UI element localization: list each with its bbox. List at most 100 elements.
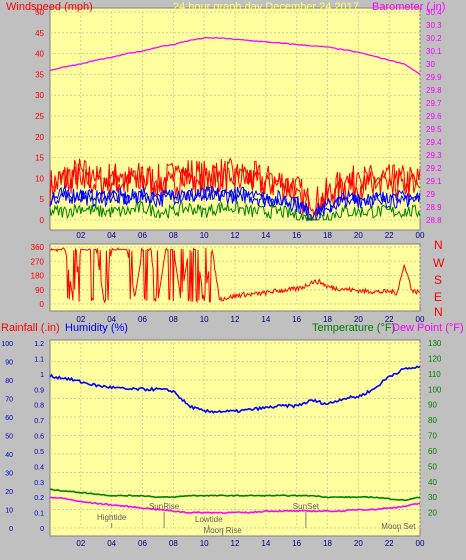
panel2-x-tick: 02 (76, 315, 85, 324)
wind-direction-line (49, 247, 421, 304)
panel2-x-tick: 16 (292, 315, 301, 324)
panel3-x-tick: 16 (292, 539, 301, 548)
windspeed-y-tick: 40 (35, 50, 44, 59)
rainfall-y-tick: 0.3 (34, 480, 44, 487)
humidity-y-tick: 70 (5, 397, 13, 404)
rainfall-y-tick: 0 (40, 526, 44, 533)
compass-s: S (434, 273, 442, 287)
humidity-line (49, 365, 421, 414)
panel3-x-tick: 10 (200, 539, 209, 548)
panel2-x-tick: 22 (385, 315, 394, 324)
temperature-y-tick: 40 (428, 478, 437, 487)
panel1-x-tick: 04 (107, 231, 116, 240)
barometer-line (49, 36, 421, 76)
compass-n-bottom: N (434, 305, 443, 319)
humidity-y-tick: 20 (5, 489, 13, 496)
barometer-y-tick: 30.2 (426, 34, 442, 43)
panel2-x-tick: 20 (354, 315, 363, 324)
direction-y-tick: 0 (40, 300, 45, 309)
barometer-y-tick: 29.5 (426, 125, 442, 134)
humidity-y-tick: 100 (1, 341, 13, 348)
windspeed-y-tick: 10 (35, 174, 44, 183)
rainfall-y-tick: 0.5 (34, 449, 44, 456)
humidity-y-tick: 50 (5, 434, 13, 441)
panel2-x-tick: 04 (107, 315, 116, 324)
temperature-line (49, 488, 421, 502)
rainfall-y-tick: 0.1 (34, 511, 44, 518)
barometer-y-tick: 30.4 (426, 8, 442, 17)
event-marker-label: Moon Rise (204, 526, 243, 535)
event-marker-label: Hightide (97, 513, 127, 522)
gust-line (49, 184, 421, 222)
panel3-x-tick: 04 (107, 539, 116, 548)
temperature-y-tick: 70 (428, 432, 437, 441)
panel2-x-tick: 06 (138, 315, 147, 324)
compass-e: E (434, 290, 442, 304)
humidity-y-tick: 60 (5, 415, 13, 422)
panel1-x-tick: 02 (76, 231, 85, 240)
direction-y-tick: 360 (31, 243, 45, 252)
windspeed-y-tick: 50 (35, 8, 44, 17)
rainfall-y-tick: 1.2 (34, 341, 44, 348)
panel1-x-tick: 12 (231, 231, 240, 240)
panel1-x-tick: 18 (323, 231, 332, 240)
event-marker-label: SunRise (149, 502, 180, 511)
temperature-y-tick: 90 (428, 401, 437, 410)
barometer-axis-title: Barometer (.in) (372, 1, 445, 13)
panel2-x-tick: 12 (231, 315, 240, 324)
windspeed-y-tick: 25 (35, 112, 44, 121)
rainfall-y-tick: 0.8 (34, 403, 44, 410)
rainfall-y-tick: 0.9 (34, 387, 44, 394)
rainfall-y-tick: 0.6 (34, 434, 44, 441)
windspeed-y-tick: 20 (35, 133, 44, 142)
humidity-y-tick: 80 (5, 378, 13, 385)
barometer-y-tick: 29.1 (426, 177, 442, 186)
dewpoint-line (49, 496, 421, 515)
panel1-x-tick: 00 (416, 231, 425, 240)
temperature-y-tick: 110 (428, 370, 441, 379)
humidity-y-tick: 10 (5, 508, 13, 515)
windspeed-y-tick: 30 (35, 91, 44, 100)
panel3-x-tick: 02 (76, 539, 85, 548)
humidity-y-tick: 40 (5, 452, 13, 459)
barometer-y-tick: 28.9 (426, 203, 442, 212)
temp-humidity-plot-area (49, 339, 421, 537)
panel2-x-tick: 10 (200, 315, 209, 324)
rainfall-y-tick: 0.2 (34, 495, 44, 502)
panel3-x-tick: 20 (354, 539, 363, 548)
temperature-y-tick: 50 (428, 462, 437, 471)
barometer-y-tick: 30.1 (426, 47, 442, 56)
panel2-x-tick: 18 (323, 315, 332, 324)
panel3-x-tick: 22 (385, 539, 394, 548)
panel3-x-tick: 00 (416, 539, 425, 548)
panel1-x-tick: 22 (385, 231, 394, 240)
humidity-y-tick: 90 (5, 360, 13, 367)
panel1-x-tick: 14 (261, 231, 270, 240)
panel2-x-tick: 08 (169, 315, 178, 324)
rainfall-axis-title: Rainfall (.in) (1, 322, 60, 334)
temperature-y-tick: 120 (428, 354, 442, 363)
temperature-y-tick: 100 (428, 385, 442, 394)
chart-title: 24 hour graph day December 24 2017 (173, 1, 359, 13)
barometer-y-tick: 29.6 (426, 112, 442, 121)
event-marker-label: SunSet (293, 502, 320, 511)
panel3-x-tick: 14 (261, 539, 270, 548)
wind-speed-line-2 (49, 162, 421, 217)
barometer-y-tick: 29 (426, 190, 435, 199)
panel2-x-tick: 00 (416, 315, 425, 324)
direction-y-tick: 180 (31, 272, 45, 281)
temperature-y-tick: 80 (428, 416, 437, 425)
rainfall-y-tick: 0.4 (34, 464, 44, 471)
windspeed-y-tick: 45 (35, 29, 44, 38)
temperature-y-tick: 30 (428, 493, 437, 502)
panel1-x-tick: 20 (354, 231, 363, 240)
barometer-y-tick: 29.3 (426, 151, 442, 160)
temperature-axis-title: Temperature (°F) (312, 322, 395, 334)
barometer-y-tick: 28.8 (426, 216, 442, 225)
humidity-axis-title: Humidity (%) (65, 322, 128, 334)
panel3-x-tick: 06 (138, 539, 147, 548)
windspeed-y-tick: 0 (40, 216, 45, 225)
panel3-x-tick: 08 (169, 539, 178, 548)
